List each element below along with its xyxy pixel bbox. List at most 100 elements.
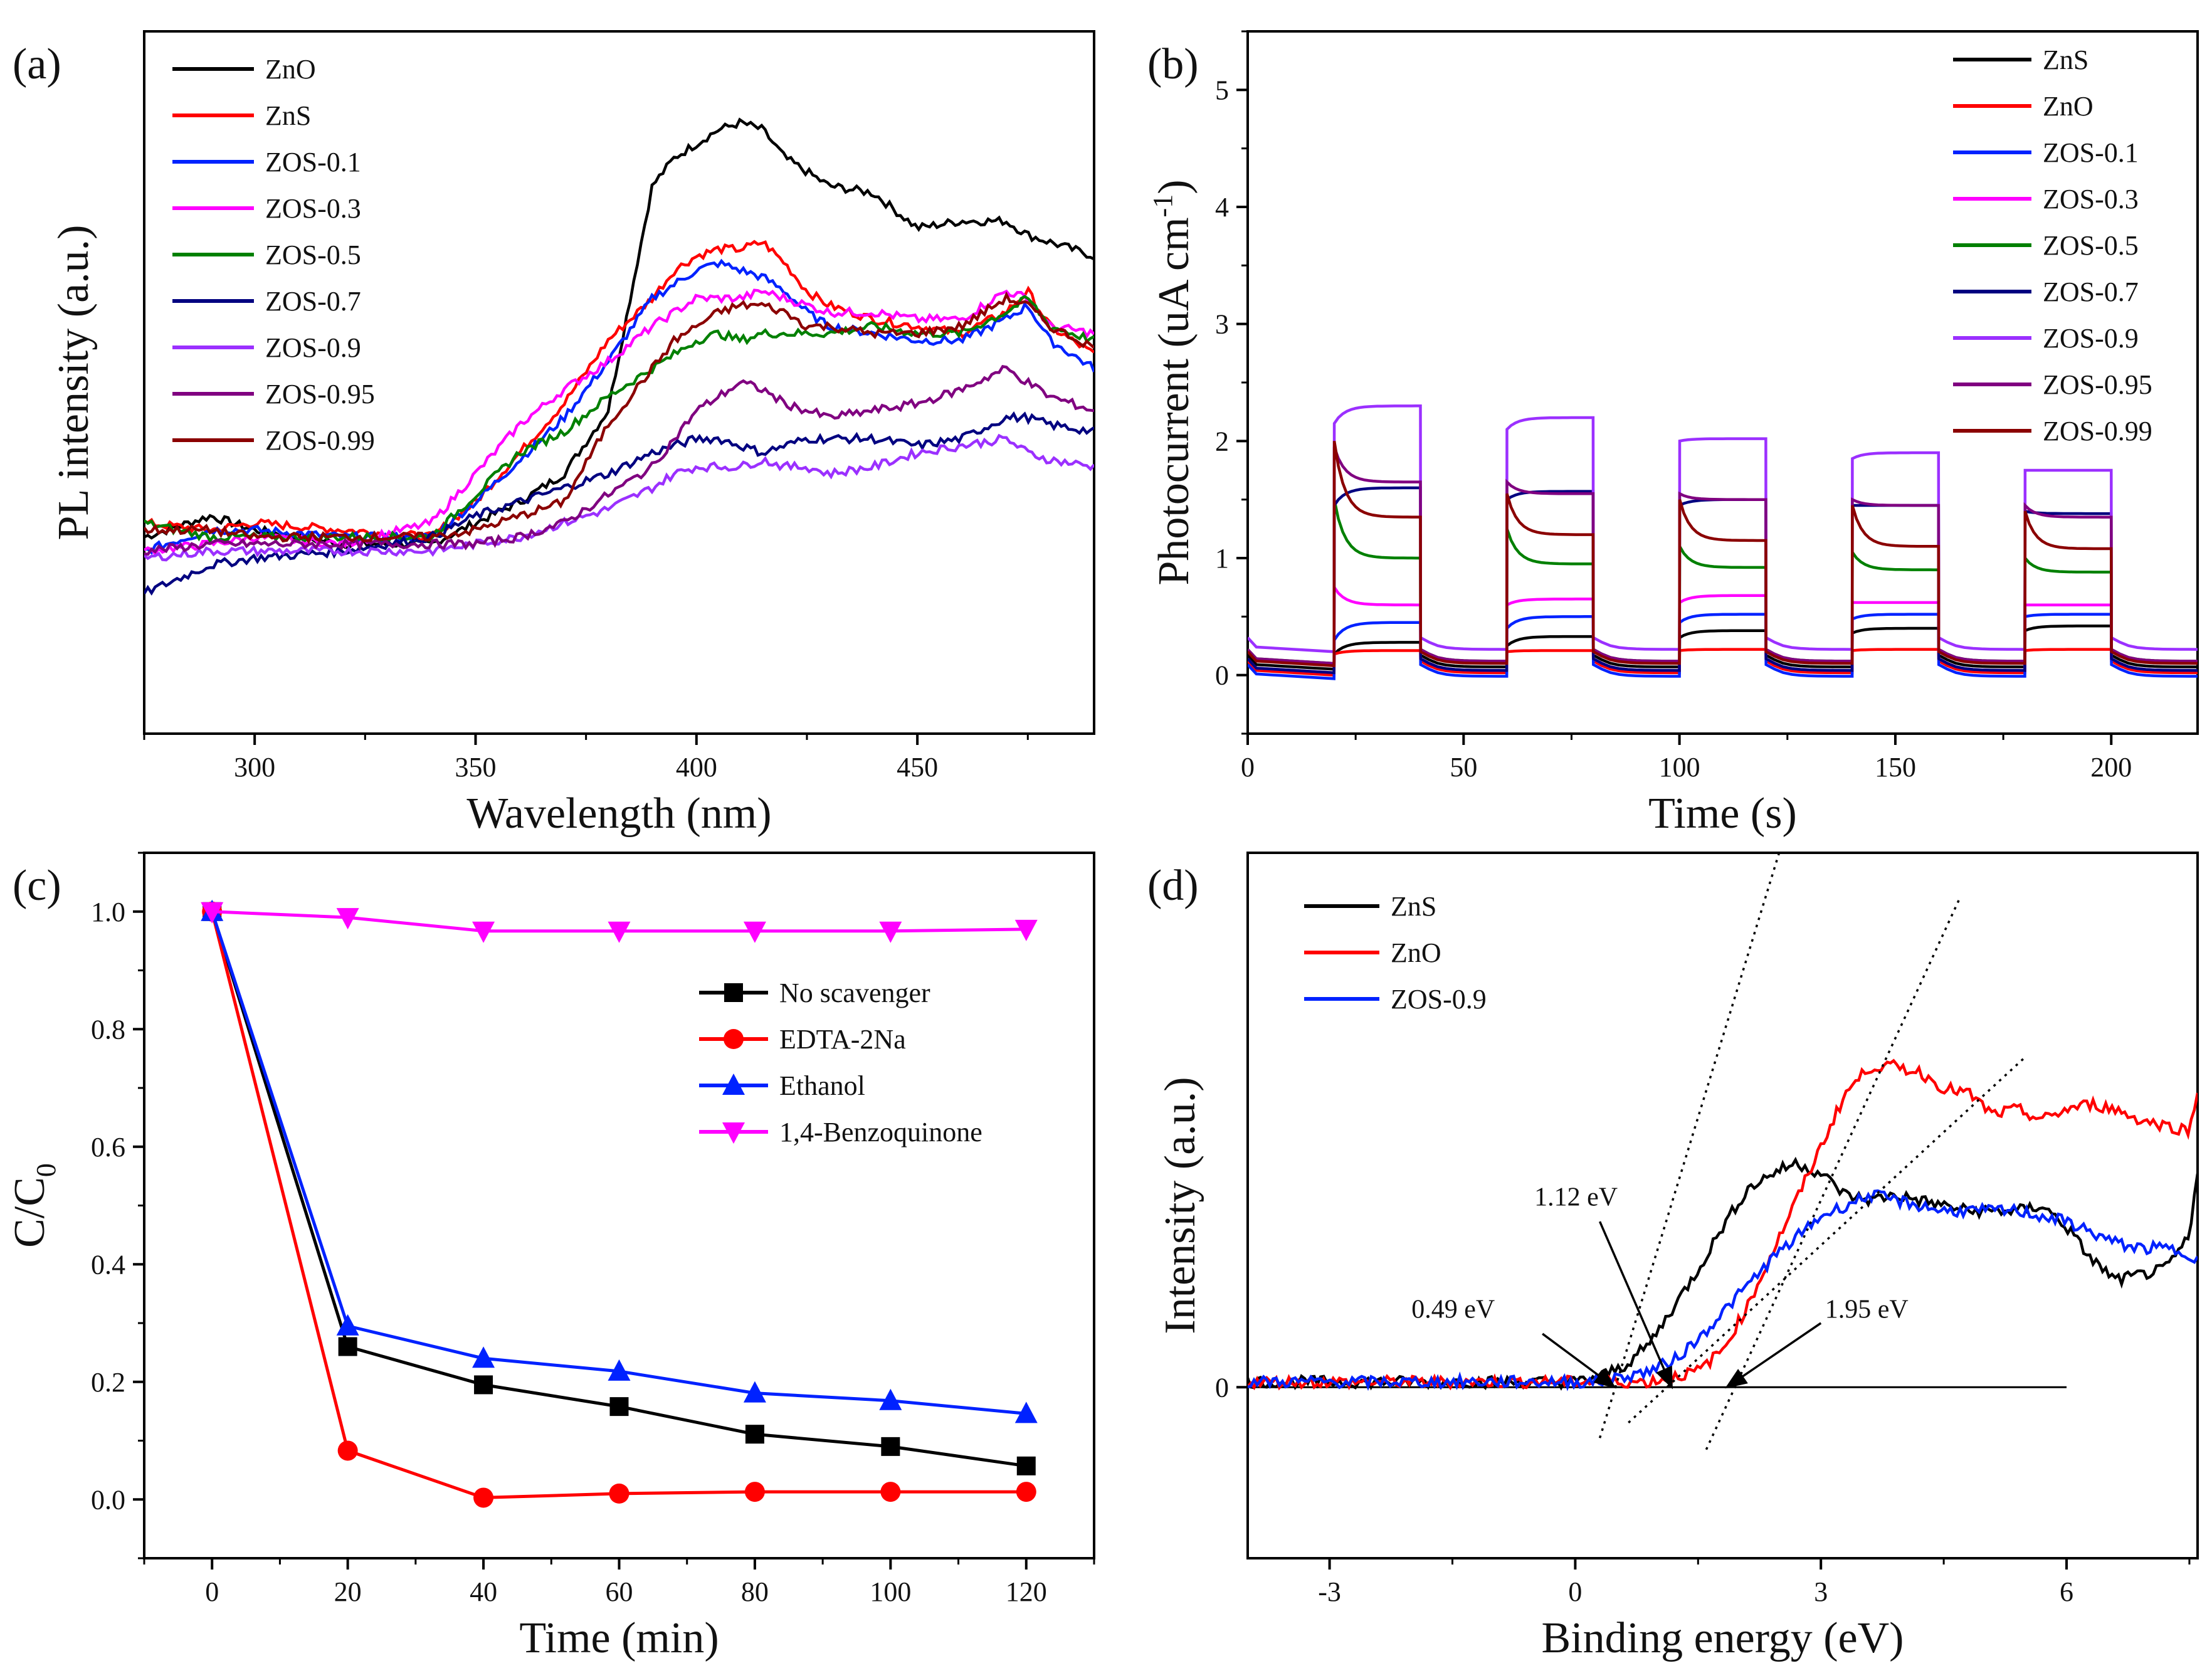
data-point-ethanol: [608, 1359, 631, 1381]
legend-marker-no-scavenger: [724, 983, 743, 1002]
legend-label-zos-0-95: ZOS-0.95: [2043, 369, 2152, 400]
legend-label-zos-0-9: ZOS-0.9: [2043, 323, 2139, 354]
series-line-zos-0-95: [1248, 446, 2198, 665]
legend-marker-edta-2na: [724, 1029, 744, 1049]
y-tick-label: 2: [1215, 426, 1229, 456]
legend-label-zos-0-5: ZOS-0.5: [2043, 230, 2139, 261]
series-line-zos-0-9: [1248, 1189, 2198, 1391]
data-point-1-4-benzoquinone: [336, 908, 359, 930]
y-tick-label: 0: [1215, 660, 1229, 691]
x-tick-label: 100: [1659, 752, 1700, 783]
y-axis-label-sub: 0: [31, 1163, 61, 1177]
x-tick-label: 150: [1875, 752, 1916, 783]
data-point-1-4-benzoquinone: [608, 921, 631, 943]
series-line-zos-0-9: [1248, 404, 2198, 653]
series-line-zos-0-99: [1248, 440, 2198, 668]
y-tick-label: 1.0: [91, 897, 125, 927]
x-tick-label: 3: [1814, 1576, 1828, 1607]
legend-label-zno: ZnO: [1391, 937, 1441, 968]
legend: ZnS ZnO ZOS-0.9: [1304, 891, 1487, 1015]
x-tick-label: 300: [234, 752, 275, 783]
legend: ZnO ZnS ZOS-0.1 ZOS-0.3 ZOS-0.5 ZOS-0.7 ZOS-0.…: [172, 54, 375, 456]
y-tick-label: 0: [1215, 1372, 1229, 1403]
x-tick-label: -3: [1318, 1576, 1341, 1607]
legend-label-zos-0-3: ZOS-0.3: [265, 193, 361, 224]
y-axis-label: Intensity (a.u.): [1156, 1077, 1204, 1334]
x-tick-label: 6: [2060, 1576, 2073, 1607]
data-point-1-4-benzoquinone: [1014, 919, 1038, 941]
y-tick-label: 5: [1215, 75, 1229, 105]
y-tick-label: 0.8: [91, 1014, 125, 1045]
data-point-edta-2na: [880, 1482, 901, 1502]
data-point-no-scavenger: [745, 1425, 764, 1444]
x-tick-label: 100: [870, 1576, 911, 1607]
y-tick-label: 0.2: [91, 1367, 125, 1398]
legend-label-zos-0-5: ZOS-0.5: [265, 240, 361, 270]
y-tick-label: 3: [1215, 309, 1229, 340]
legend-label-zos-0-9: ZOS-0.9: [265, 332, 361, 363]
panel-c: (c) 0 20 40 60 80 100 120 0.0 0.2 0.4 0.6 0.8 1.0 Time…: [6, 852, 1095, 1662]
panel-a: (a) 300 350 400 450 Wavelength (nm) PL intensi…: [13, 30, 1095, 838]
x-tick-label: 450: [897, 752, 938, 783]
data-point-1-4-benzoquinone: [201, 902, 224, 924]
legend-label-zos-0-1: ZOS-0.1: [265, 147, 361, 177]
data-point-edta-2na: [1016, 1482, 1036, 1502]
data-point-edta-2na: [744, 1482, 765, 1502]
panel-label: (a): [13, 40, 61, 88]
x-tick-label: 40: [470, 1576, 497, 1607]
y-axis-label: Photocurrent (uA cm-1): [1147, 179, 1198, 585]
annotation-arrow: [1725, 1322, 1822, 1389]
annotation-label: 0.49 eV: [1411, 1295, 1495, 1324]
series-line-zos-0-5: [144, 295, 1094, 544]
legend: No scavenger EDTA-2Na Ethanol 1,4-Benzoquin…: [699, 978, 982, 1148]
y-tick-label: 1: [1215, 543, 1229, 574]
data-point-edta-2na: [473, 1487, 494, 1508]
x-tick-label: 120: [1006, 1576, 1047, 1607]
series-line-zos-0-9: [144, 433, 1094, 562]
annotation-arrow: [1542, 1332, 1616, 1389]
legend-label-no-scavenger: No scavenger: [779, 978, 930, 1008]
annotation-label: 1.12 eV: [1534, 1183, 1618, 1212]
legend-label-zno: ZnO: [265, 54, 316, 85]
data-point-1-4-benzoquinone: [743, 921, 766, 943]
series-line-zno: [1248, 648, 2198, 677]
y-axis-label-main: C/C: [6, 1177, 54, 1248]
data-point-ethanol: [472, 1346, 495, 1368]
x-axis-label: Time (s): [1648, 789, 1797, 838]
data-point-ethanol: [336, 1314, 359, 1336]
data-point-no-scavenger: [609, 1397, 629, 1417]
plot-frame: [143, 30, 1095, 735]
y-axis-label: C/C0: [6, 1163, 61, 1248]
data-point-1-4-benzoquinone: [472, 921, 495, 943]
legend-label-zos-0-1: ZOS-0.1: [2043, 137, 2139, 168]
data-point-edta-2na: [609, 1483, 629, 1504]
series-line-zns: [1248, 625, 2198, 671]
legend-marker-1-4-benzoquinone: [722, 1122, 745, 1144]
panel-label: (b): [1147, 40, 1199, 88]
x-tick-label: 350: [455, 752, 496, 783]
series-line-zos-0-95: [144, 365, 1094, 556]
x-tick-label: 50: [1450, 752, 1477, 783]
tangent-line-zns: [1598, 853, 1781, 1438]
legend-label-zno: ZnO: [2043, 91, 2094, 122]
legend-label-zos-0-95: ZOS-0.95: [265, 379, 375, 409]
y-tick-label: 0.6: [91, 1132, 125, 1163]
x-tick-label: 60: [606, 1576, 633, 1607]
tangent-line-zno: [1705, 897, 1961, 1450]
x-axis-label: Wavelength (nm): [466, 789, 771, 838]
y-tick-label: 4: [1215, 192, 1229, 223]
legend-label-zos-0-9: ZOS-0.9: [1391, 984, 1487, 1015]
x-tick-label: 0: [1568, 1576, 1582, 1607]
legend-label-zos-0-3: ZOS-0.3: [2043, 184, 2139, 214]
x-tick-label: 80: [741, 1576, 769, 1607]
series-line-zos-0-7: [144, 411, 1094, 596]
series-line-zos-0-99: [144, 291, 1094, 544]
y-axis-label-close: ): [1150, 179, 1198, 194]
data-point-edta-2na: [337, 1440, 358, 1461]
y-axis-label-sup: -1: [1147, 194, 1178, 218]
x-tick-label: 400: [676, 752, 717, 783]
data-point-ethanol: [879, 1388, 902, 1410]
series-line-zos-0-1: [1248, 613, 2198, 680]
x-tick-label: 0: [1241, 752, 1255, 783]
y-tick-label: 0.4: [91, 1249, 125, 1280]
